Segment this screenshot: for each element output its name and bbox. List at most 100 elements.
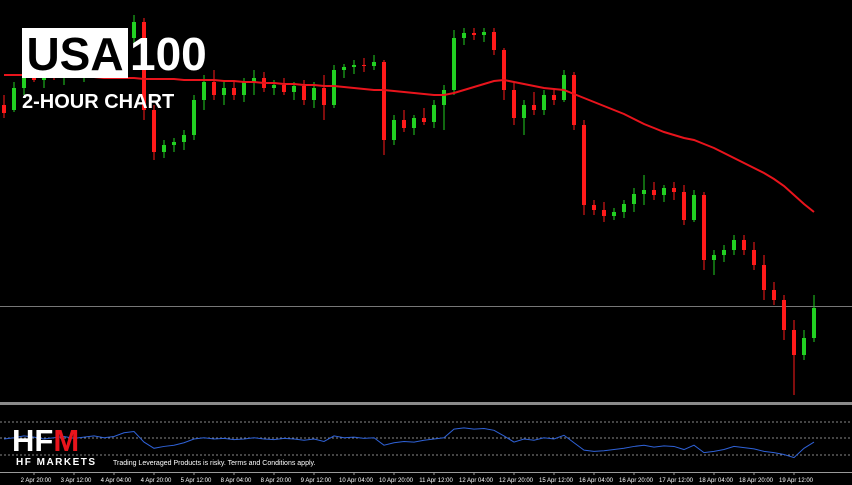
x-tick-label: 11 Apr 12:00 (419, 478, 453, 484)
x-tick-label: 16 Apr 04:00 (579, 478, 614, 484)
title-box-text: USA (26, 28, 123, 80)
candle-body (522, 105, 526, 118)
candle-body (502, 50, 506, 90)
candle-body (712, 255, 716, 260)
candle-body (812, 308, 816, 338)
candle-body (152, 110, 156, 152)
candle-body (172, 142, 176, 145)
candle-body (272, 85, 276, 88)
candle-body (422, 118, 426, 122)
x-tick-label: 18 Apr 20:00 (739, 478, 774, 484)
title-rest: 100 (130, 28, 207, 80)
candle-body (662, 188, 666, 195)
candle-body (302, 86, 306, 100)
x-tick-label: 3 Apr 12:00 (61, 478, 92, 484)
candle-body (722, 250, 726, 255)
candle-body (452, 38, 456, 90)
x-tick-label: 12 Apr 04:00 (459, 478, 494, 484)
candle-body (632, 194, 636, 204)
candle-body (682, 192, 686, 220)
candle-body (252, 78, 256, 82)
candle-body (132, 22, 136, 38)
candle-body (382, 62, 386, 140)
candle-body (22, 75, 26, 88)
x-tick-label: 16 Apr 20:00 (619, 478, 654, 484)
x-tick-label: 15 Apr 12:00 (539, 478, 574, 484)
logo: HFM (12, 423, 79, 458)
candle-body (642, 190, 646, 194)
candle-body (582, 125, 586, 205)
candle-body (342, 67, 346, 70)
candle-body (392, 120, 396, 140)
x-tick-label: 2 Apr 20:00 (21, 478, 52, 484)
candle-body (202, 82, 206, 100)
candle-body (652, 190, 656, 195)
candle-body (332, 70, 336, 105)
candle-body (442, 90, 446, 105)
candle-body (482, 32, 486, 35)
candle-body (352, 65, 356, 67)
candle-body (192, 100, 196, 135)
subtitle: 2-HOUR CHART (22, 91, 174, 113)
candle-body (562, 75, 566, 100)
candle-body (12, 88, 16, 110)
candle-body (292, 86, 296, 92)
x-tick-label: 18 Apr 04:00 (699, 478, 734, 484)
brand: HF MARKETS (16, 457, 97, 468)
candle-body (542, 95, 546, 110)
x-tick-label: 19 Apr 12:00 (779, 478, 814, 484)
candle-body (762, 265, 766, 290)
candle-body (782, 300, 786, 330)
candle-body (462, 33, 466, 38)
candle-body (432, 105, 436, 122)
candle-body (162, 145, 166, 152)
candle-body (492, 32, 496, 50)
x-tick-label: 12 Apr 20:00 (499, 478, 534, 484)
candle-body (372, 62, 376, 66)
candle-body (412, 118, 416, 128)
candle-body (222, 88, 226, 95)
candle-body (622, 204, 626, 212)
candle-body (742, 240, 746, 250)
candle-body (402, 120, 406, 128)
candle-body (362, 65, 366, 66)
candle-body (282, 85, 286, 92)
x-tick-label: 10 Apr 04:00 (339, 478, 374, 484)
candle-body (232, 88, 236, 95)
candle-body (312, 88, 316, 100)
candle-body (702, 195, 706, 260)
candle-body (552, 95, 556, 100)
moving-average-line (4, 74, 815, 213)
candle-body (692, 195, 696, 220)
x-tick-label: 8 Apr 04:00 (221, 478, 252, 484)
candle-body (732, 240, 736, 250)
x-tick-label: 5 Apr 12:00 (181, 478, 212, 484)
candle-body (752, 250, 756, 265)
x-tick-label: 10 Apr 20:00 (379, 478, 414, 484)
candle-body (182, 135, 186, 142)
candle-body (612, 212, 616, 216)
candle-body (142, 22, 146, 110)
candle-body (572, 75, 576, 125)
x-tick-label: 4 Apr 20:00 (141, 478, 172, 484)
candle-body (242, 82, 246, 95)
candle-body (802, 338, 806, 355)
indicator-line (3, 427, 815, 459)
candle-body (212, 82, 216, 95)
x-tick-label: 9 Apr 12:00 (301, 478, 332, 484)
disclaimer: Trading Leveraged Products is risky. Ter… (113, 460, 316, 467)
candle-body (322, 88, 326, 105)
x-tick-label: 8 Apr 20:00 (261, 478, 292, 484)
candle-body (772, 290, 776, 300)
candle-body (472, 33, 476, 35)
panel-separator (0, 402, 852, 405)
title-box (22, 28, 128, 78)
candle-body (602, 210, 606, 216)
candle-body (512, 90, 516, 118)
candle-body (592, 205, 596, 210)
candle-body (2, 105, 6, 113)
candle-body (672, 188, 676, 192)
candle-body (532, 105, 536, 110)
candle-body (792, 330, 796, 355)
